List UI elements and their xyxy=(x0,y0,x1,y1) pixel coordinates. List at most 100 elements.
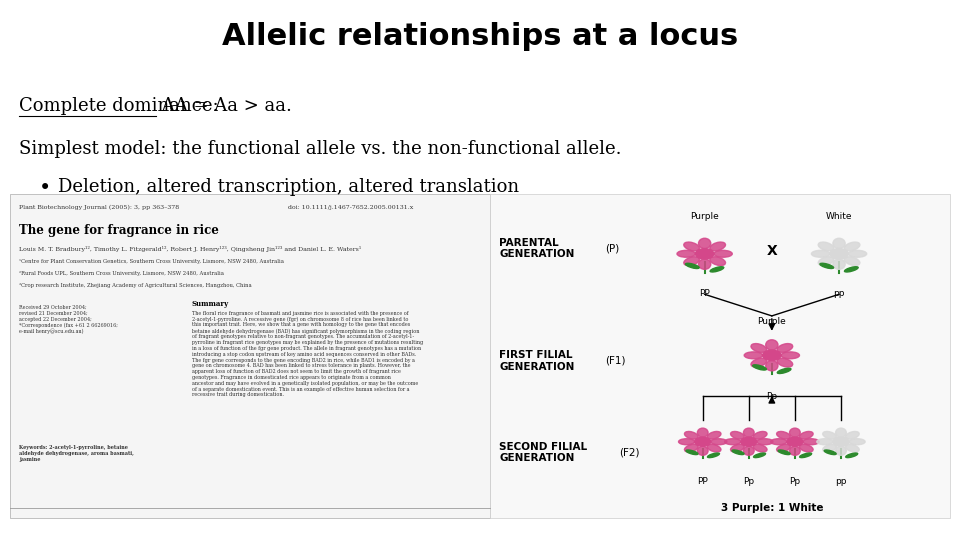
Circle shape xyxy=(695,248,714,259)
Text: •: • xyxy=(38,178,51,198)
Ellipse shape xyxy=(818,242,834,251)
Ellipse shape xyxy=(778,368,791,374)
Ellipse shape xyxy=(710,267,724,272)
Ellipse shape xyxy=(846,444,859,452)
FancyBboxPatch shape xyxy=(490,194,950,518)
Circle shape xyxy=(762,350,781,361)
Ellipse shape xyxy=(751,358,767,367)
Text: Simplest model: the functional allele vs. the non-functional allele.: Simplest model: the functional allele vs… xyxy=(19,140,622,158)
Ellipse shape xyxy=(777,444,790,452)
Ellipse shape xyxy=(709,256,726,266)
Text: Pp: Pp xyxy=(789,477,801,486)
Text: Purple: Purple xyxy=(690,212,719,221)
Ellipse shape xyxy=(820,264,833,268)
Text: Purple: Purple xyxy=(757,316,786,326)
Text: SECOND FILIAL
GENERATION: SECOND FILIAL GENERATION xyxy=(499,442,588,463)
Ellipse shape xyxy=(744,352,762,359)
Text: 3 Purple: 1 White: 3 Purple: 1 White xyxy=(721,503,823,513)
Text: Pp: Pp xyxy=(766,392,778,401)
Text: Pp: Pp xyxy=(743,477,755,486)
Text: doi: 10.1111/j.1467-7652.2005.00131.x: doi: 10.1111/j.1467-7652.2005.00131.x xyxy=(288,205,413,210)
Text: Louis M. T. Bradbury¹², Timothy L. Fitzgerald¹², Robert J. Henry¹²³, Qingsheng J: Louis M. T. Bradbury¹², Timothy L. Fitzg… xyxy=(19,246,362,252)
Text: pp: pp xyxy=(833,289,845,298)
Text: (F2): (F2) xyxy=(619,448,639,457)
Text: Allelic relationships at a locus: Allelic relationships at a locus xyxy=(222,22,738,51)
Text: ²Rural Foods UPL, Southern Cross University, Lismore, NSW 2480, Australia: ²Rural Foods UPL, Southern Cross Univers… xyxy=(19,271,225,276)
Ellipse shape xyxy=(731,431,744,439)
Ellipse shape xyxy=(708,453,719,457)
Ellipse shape xyxy=(709,242,726,251)
Text: White: White xyxy=(826,212,852,221)
Text: (P): (P) xyxy=(605,244,619,253)
Ellipse shape xyxy=(825,450,836,455)
Ellipse shape xyxy=(849,251,867,257)
Ellipse shape xyxy=(779,450,790,455)
Ellipse shape xyxy=(743,428,755,437)
Text: The gene for fragrance in rice: The gene for fragrance in rice xyxy=(19,224,219,237)
Ellipse shape xyxy=(835,446,847,455)
Ellipse shape xyxy=(789,446,801,455)
Ellipse shape xyxy=(766,361,778,371)
Ellipse shape xyxy=(803,438,819,445)
Ellipse shape xyxy=(845,267,858,272)
Text: Complete dominance:: Complete dominance: xyxy=(19,97,219,115)
Text: (F1): (F1) xyxy=(605,356,625,366)
Ellipse shape xyxy=(708,444,721,452)
Ellipse shape xyxy=(697,446,708,455)
Ellipse shape xyxy=(725,438,741,445)
Ellipse shape xyxy=(844,256,860,266)
Ellipse shape xyxy=(751,343,767,353)
Ellipse shape xyxy=(835,428,847,437)
Ellipse shape xyxy=(800,444,813,452)
Ellipse shape xyxy=(684,242,700,251)
Ellipse shape xyxy=(817,438,833,445)
Text: The floral rice fragrance of basmati and jasmine rice is associated with the pre: The floral rice fragrance of basmati and… xyxy=(192,310,423,397)
Ellipse shape xyxy=(833,259,845,269)
Ellipse shape xyxy=(777,343,793,353)
Ellipse shape xyxy=(789,428,801,437)
Circle shape xyxy=(695,437,710,446)
Text: ³Crop research Institute, Zhejiang Academy of Agricultural Sciences, Hangzhou, C: ³Crop research Institute, Zhejiang Acade… xyxy=(19,283,252,288)
Ellipse shape xyxy=(753,365,766,370)
Text: AA = Aa > aa.: AA = Aa > aa. xyxy=(156,97,292,115)
Text: Keywords: 2-acetyl-1-pyrroline, betaine
aldehyde dehydrogenase, aroma basmati,
j: Keywords: 2-acetyl-1-pyrroline, betaine … xyxy=(19,446,134,462)
Ellipse shape xyxy=(754,453,765,457)
Ellipse shape xyxy=(777,431,790,439)
Text: Summary: Summary xyxy=(192,300,229,308)
Ellipse shape xyxy=(823,444,836,452)
Ellipse shape xyxy=(844,242,860,251)
Ellipse shape xyxy=(777,358,793,367)
Ellipse shape xyxy=(714,251,732,257)
Circle shape xyxy=(787,437,803,446)
Circle shape xyxy=(741,437,756,446)
Ellipse shape xyxy=(743,446,755,455)
Ellipse shape xyxy=(708,431,721,439)
Circle shape xyxy=(829,248,849,259)
Ellipse shape xyxy=(800,453,811,457)
Ellipse shape xyxy=(846,431,859,439)
Text: Plant Biotechnology Journal (2005): 3, pp 363–378: Plant Biotechnology Journal (2005): 3, p… xyxy=(19,205,180,211)
Ellipse shape xyxy=(685,264,699,268)
Text: FIRST FILIAL
GENERATION: FIRST FILIAL GENERATION xyxy=(499,350,575,372)
Ellipse shape xyxy=(818,256,834,266)
Text: PP: PP xyxy=(697,477,708,486)
Ellipse shape xyxy=(800,431,813,439)
Ellipse shape xyxy=(849,438,865,445)
Ellipse shape xyxy=(684,256,700,266)
Ellipse shape xyxy=(846,453,857,457)
Ellipse shape xyxy=(697,428,708,437)
Ellipse shape xyxy=(771,438,787,445)
Ellipse shape xyxy=(811,251,829,257)
Ellipse shape xyxy=(677,251,695,257)
Ellipse shape xyxy=(679,438,695,445)
Ellipse shape xyxy=(699,259,710,269)
Ellipse shape xyxy=(686,450,698,455)
Circle shape xyxy=(833,437,849,446)
Ellipse shape xyxy=(766,340,778,350)
Ellipse shape xyxy=(684,444,698,452)
Ellipse shape xyxy=(731,444,744,452)
Ellipse shape xyxy=(684,431,698,439)
Text: PP: PP xyxy=(699,289,710,298)
Ellipse shape xyxy=(754,431,767,439)
Ellipse shape xyxy=(754,444,767,452)
